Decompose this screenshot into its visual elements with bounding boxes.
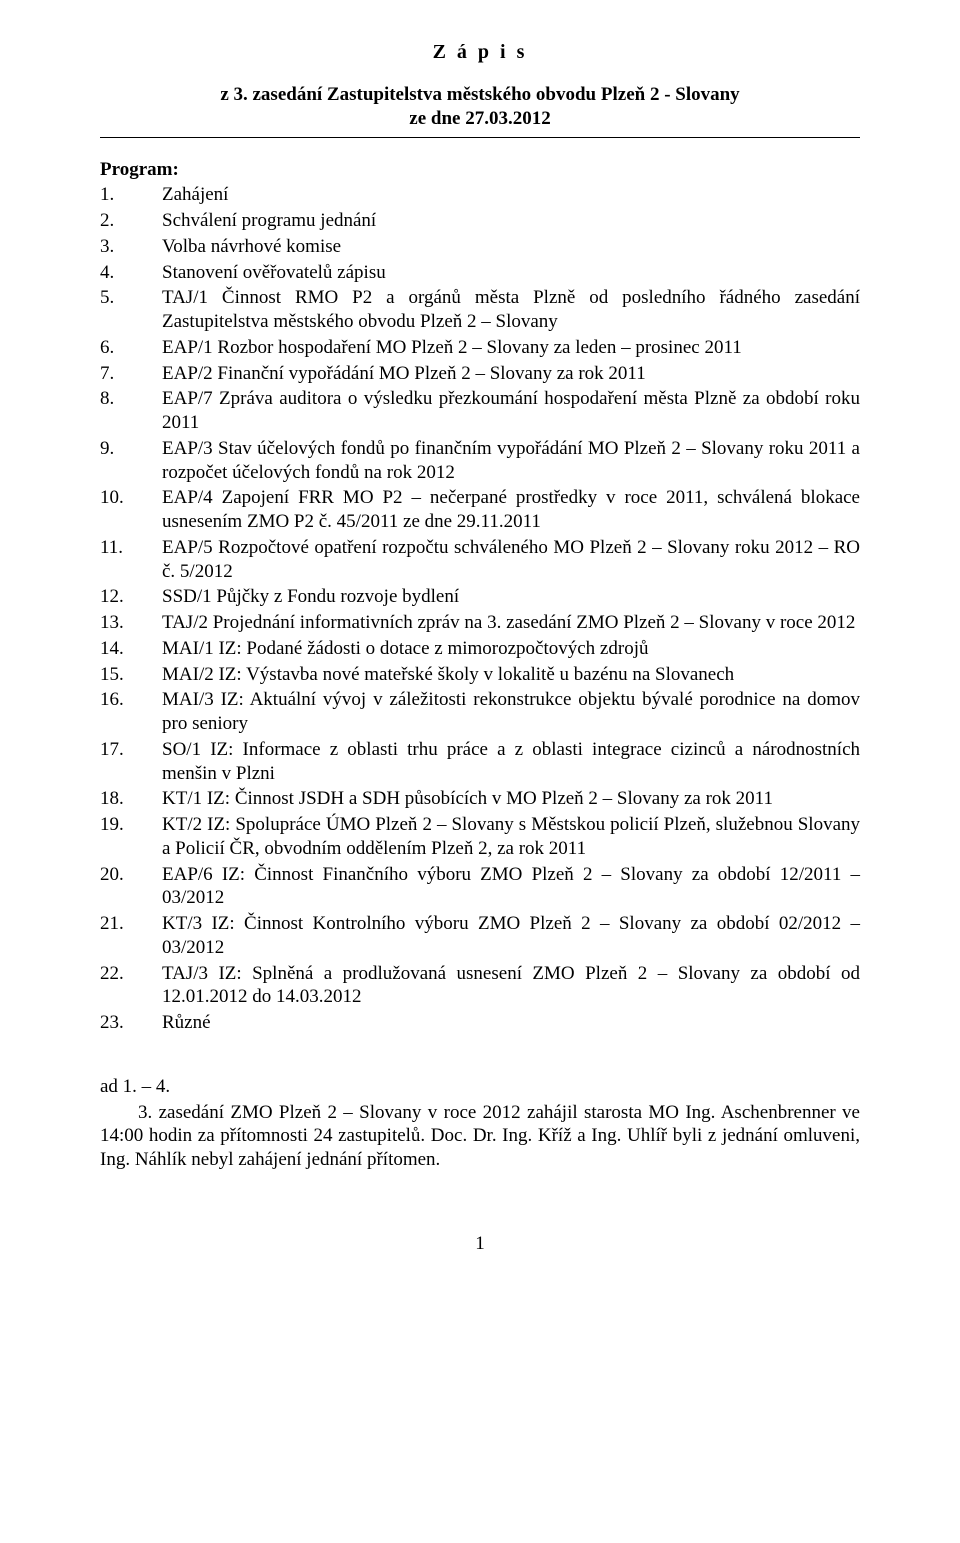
program-item-number: 15. <box>100 663 162 687</box>
program-item-number: 7. <box>100 362 162 386</box>
program-item-number: 11. <box>100 536 162 560</box>
program-item-text: MAI/2 IZ: Výstavba nové mateřské školy v… <box>162 663 860 687</box>
program-item-text: KT/1 IZ: Činnost JSDH a SDH působících v… <box>162 787 860 811</box>
program-item-text: KT/2 IZ: Spolupráce ÚMO Plzeň 2 – Slovan… <box>162 813 860 861</box>
program-item-number: 8. <box>100 387 162 411</box>
document-subtitle: z 3. zasedání Zastupitelstva městského o… <box>100 83 860 131</box>
program-item-text: EAP/3 Stav účelových fondů po finančním … <box>162 437 860 485</box>
program-item-number: 1. <box>100 183 162 207</box>
program-item-number: 17. <box>100 738 162 762</box>
program-item: 13.TAJ/2 Projednání informativních zpráv… <box>100 611 860 635</box>
program-heading: Program: <box>100 158 860 182</box>
program-item-number: 18. <box>100 787 162 811</box>
program-item-number: 21. <box>100 912 162 936</box>
page-number: 1 <box>100 1232 860 1256</box>
program-item-text: MAI/3 IZ: Aktuální vývoj v záležitosti r… <box>162 688 860 736</box>
subtitle-line-1: z 3. zasedání Zastupitelstva městského o… <box>220 84 739 105</box>
program-item-number: 22. <box>100 962 162 986</box>
program-list: 1.Zahájení2.Schválení programu jednání3.… <box>100 183 860 1035</box>
divider <box>100 137 860 138</box>
program-item-text: SO/1 IZ: Informace z oblasti trhu práce … <box>162 738 860 786</box>
program-item-text: KT/3 IZ: Činnost Kontrolního výboru ZMO … <box>162 912 860 960</box>
program-item-number: 4. <box>100 261 162 285</box>
document-title: Z á p i s <box>100 40 860 65</box>
program-item-number: 10. <box>100 486 162 510</box>
program-item: 17.SO/1 IZ: Informace z oblasti trhu prá… <box>100 738 860 786</box>
program-item-text: TAJ/3 IZ: Splněná a prodlužovaná usnesen… <box>162 962 860 1010</box>
program-item-number: 19. <box>100 813 162 837</box>
ad-body-text: 3. zasedání ZMO Plzeň 2 – Slovany v roce… <box>100 1102 860 1171</box>
program-item-text: EAP/1 Rozbor hospodaření MO Plzeň 2 – Sl… <box>162 336 860 360</box>
program-item-number: 13. <box>100 611 162 635</box>
program-item-text: Zahájení <box>162 183 860 207</box>
program-item: 6.EAP/1 Rozbor hospodaření MO Plzeň 2 – … <box>100 336 860 360</box>
program-item-number: 14. <box>100 637 162 661</box>
program-item-number: 6. <box>100 336 162 360</box>
program-item-text: EAP/4 Zapojení FRR MO P2 – nečerpané pro… <box>162 486 860 534</box>
program-item: 9.EAP/3 Stav účelových fondů po finanční… <box>100 437 860 485</box>
program-item: 14.MAI/1 IZ: Podané žádosti o dotace z m… <box>100 637 860 661</box>
program-item: 12.SSD/1 Půjčky z Fondu rozvoje bydlení <box>100 585 860 609</box>
program-item-number: 16. <box>100 688 162 712</box>
program-item: 21.KT/3 IZ: Činnost Kontrolního výboru Z… <box>100 912 860 960</box>
program-item-text: TAJ/1 Činnost RMO P2 a orgánů města Plzn… <box>162 286 860 334</box>
ad-body: 3. zasedání ZMO Plzeň 2 – Slovany v roce… <box>100 1101 860 1172</box>
program-item: 5.TAJ/1 Činnost RMO P2 a orgánů města Pl… <box>100 286 860 334</box>
program-item-number: 23. <box>100 1011 162 1035</box>
program-item: 1.Zahájení <box>100 183 860 207</box>
program-item-number: 2. <box>100 209 162 233</box>
document-page: Z á p i s z 3. zasedání Zastupitelstva m… <box>0 0 960 1316</box>
program-item-text: Schválení programu jednání <box>162 209 860 233</box>
program-item: 23.Různé <box>100 1011 860 1035</box>
program-item: 16.MAI/3 IZ: Aktuální vývoj v záležitost… <box>100 688 860 736</box>
program-item-number: 9. <box>100 437 162 461</box>
ad-label: ad 1. – 4. <box>100 1075 860 1099</box>
program-item-text: SSD/1 Půjčky z Fondu rozvoje bydlení <box>162 585 860 609</box>
program-item: 2.Schválení programu jednání <box>100 209 860 233</box>
program-item: 18.KT/1 IZ: Činnost JSDH a SDH působícíc… <box>100 787 860 811</box>
program-item-text: MAI/1 IZ: Podané žádosti o dotace z mimo… <box>162 637 860 661</box>
program-item: 20.EAP/6 IZ: Činnost Finančního výboru Z… <box>100 863 860 911</box>
program-item: 22.TAJ/3 IZ: Splněná a prodlužovaná usne… <box>100 962 860 1010</box>
program-item-text: EAP/5 Rozpočtové opatření rozpočtu schvá… <box>162 536 860 584</box>
program-item: 11.EAP/5 Rozpočtové opatření rozpočtu sc… <box>100 536 860 584</box>
program-item: 7.EAP/2 Finanční vypořádání MO Plzeň 2 –… <box>100 362 860 386</box>
program-item-text: EAP/6 IZ: Činnost Finančního výboru ZMO … <box>162 863 860 911</box>
program-item-text: TAJ/2 Projednání informativních zpráv na… <box>162 611 860 635</box>
subtitle-line-2: ze dne 27.03.2012 <box>100 107 860 131</box>
program-item-text: EAP/2 Finanční vypořádání MO Plzeň 2 – S… <box>162 362 860 386</box>
program-item-number: 12. <box>100 585 162 609</box>
program-item: 4.Stanovení ověřovatelů zápisu <box>100 261 860 285</box>
program-item-text: Volba návrhové komise <box>162 235 860 259</box>
program-item-number: 20. <box>100 863 162 887</box>
program-item-text: Stanovení ověřovatelů zápisu <box>162 261 860 285</box>
program-item: 3.Volba návrhové komise <box>100 235 860 259</box>
program-item: 19.KT/2 IZ: Spolupráce ÚMO Plzeň 2 – Slo… <box>100 813 860 861</box>
program-item: 10.EAP/4 Zapojení FRR MO P2 – nečerpané … <box>100 486 860 534</box>
program-item-text: EAP/7 Zpráva auditora o výsledku přezkou… <box>162 387 860 435</box>
program-item: 8.EAP/7 Zpráva auditora o výsledku přezk… <box>100 387 860 435</box>
ad-section: ad 1. – 4. 3. zasedání ZMO Plzeň 2 – Slo… <box>100 1075 860 1172</box>
program-item: 15.MAI/2 IZ: Výstavba nové mateřské škol… <box>100 663 860 687</box>
program-item-number: 3. <box>100 235 162 259</box>
program-item-number: 5. <box>100 286 162 310</box>
program-item-text: Různé <box>162 1011 860 1035</box>
